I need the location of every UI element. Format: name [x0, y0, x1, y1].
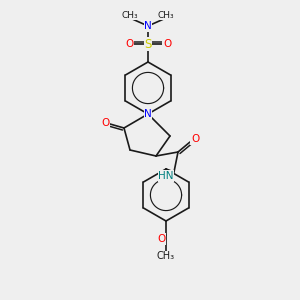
Text: O: O — [163, 39, 171, 49]
Text: CH₃: CH₃ — [157, 251, 175, 261]
Text: HN: HN — [158, 171, 174, 181]
Text: O: O — [157, 234, 165, 244]
Text: CH₃: CH₃ — [122, 11, 138, 20]
Text: N: N — [144, 109, 152, 119]
Text: O: O — [125, 39, 133, 49]
Text: N: N — [144, 21, 152, 31]
Text: CH₃: CH₃ — [158, 11, 174, 20]
Text: S: S — [144, 38, 152, 50]
Text: O: O — [191, 134, 199, 144]
Text: O: O — [101, 118, 109, 128]
